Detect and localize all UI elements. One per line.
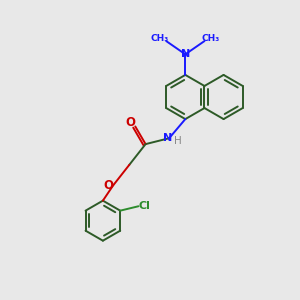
Text: N: N <box>181 49 190 59</box>
Text: H: H <box>174 136 182 146</box>
Text: CH₃: CH₃ <box>202 34 220 43</box>
Text: O: O <box>125 116 135 129</box>
Text: Cl: Cl <box>138 201 150 211</box>
Text: CH₃: CH₃ <box>151 34 169 43</box>
Text: O: O <box>103 179 113 192</box>
Text: N: N <box>163 133 172 143</box>
